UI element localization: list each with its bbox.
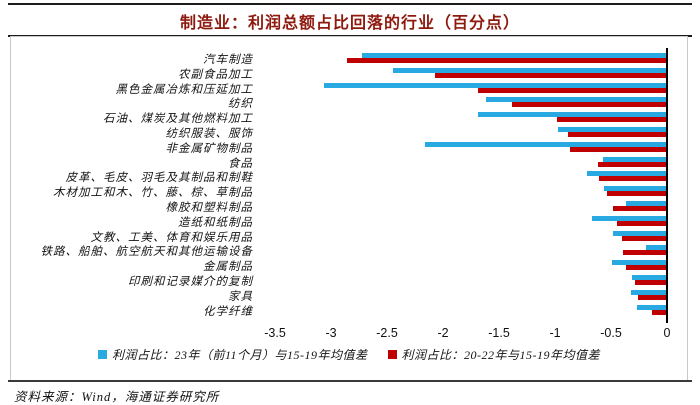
chart-row: 汽车制造 <box>11 53 687 68</box>
bar-2020-22-series <box>435 72 667 78</box>
bar-2020-22-series <box>606 191 667 197</box>
chart-area: 汽车制造农副食品加工黑色金属冶炼和压延加工纺织石油、煤炭及其他燃料加工纺织服装、… <box>10 36 688 382</box>
bar-2023-series <box>362 53 667 58</box>
chart-row: 皮革、毛皮、羽毛及其制品和制鞋 <box>11 171 687 186</box>
bar-2020-22-series <box>512 102 667 108</box>
bar-2020-22-series <box>346 58 667 63</box>
bar-2020-22-series <box>613 206 667 211</box>
chart-row: 造纸和纸制品 <box>11 215 687 231</box>
chart-row: 纺织 <box>11 97 687 112</box>
bar-2023-series <box>631 289 667 295</box>
bar-2023-series <box>477 112 667 118</box>
chart-row: 橡胶和塑料制品 <box>11 201 687 216</box>
category-label: 木材加工和木、竹、藤、棕、草制品 <box>53 187 253 200</box>
bar-2023-series <box>587 171 667 177</box>
bar-2023-series <box>625 201 667 206</box>
bar-2023-series <box>324 82 667 88</box>
chart-row: 文教、工美、体育和娱乐用品 <box>11 230 687 246</box>
legend-label: 利润占比：20-22年与15-19年均值差 <box>401 348 601 362</box>
bar-2023-series <box>603 156 667 162</box>
bar-2023-series <box>425 141 667 147</box>
legend-label: 利润占比：23年（前11个月）与15-19年均值差 <box>111 348 368 362</box>
x-tick-label: -2 <box>437 326 449 340</box>
chart-row: 家具 <box>11 289 687 305</box>
x-tick-label: -2.5 <box>376 326 398 340</box>
bar-2023-series <box>632 275 667 280</box>
bar-2020-22-series <box>634 280 667 285</box>
bar-2023-series <box>604 186 667 192</box>
bar-2023-series <box>392 67 667 73</box>
category-label: 非金属矿物制品 <box>165 142 253 155</box>
bar-2023-series <box>636 304 667 310</box>
chart-row: 石油、煤炭及其他燃料加工 <box>11 112 687 127</box>
bar-2020-22-series <box>622 235 667 241</box>
chart-row: 金属制品 <box>11 260 687 275</box>
category-label: 黑色金属冶炼和压延加工 <box>115 83 253 96</box>
category-label: 橡胶和塑料制品 <box>165 202 253 214</box>
bar-2020-22-series <box>597 161 667 167</box>
top-rule <box>8 3 692 5</box>
x-tick-label: 0 <box>663 326 671 340</box>
x-tick-label: -1.5 <box>488 326 510 340</box>
bar-2023-series <box>558 127 667 132</box>
category-label: 造纸和纸制品 <box>178 216 253 229</box>
legend-item-2023: 利润占比：23年（前11个月）与15-19年均值差 <box>97 346 368 363</box>
bar-2023-series <box>645 245 667 251</box>
x-axis: -3.5 -3 -2.5 -2 -1.5 -1 -0.5 0 <box>11 326 687 342</box>
bar-2020-22-series <box>569 146 667 152</box>
chart-row: 食品 <box>11 156 687 172</box>
bar-2020-22-series <box>637 294 667 300</box>
bar-2020-22-series <box>568 132 667 137</box>
legend-item-2020-22: 利润占比：20-22年与15-19年均值差 <box>387 346 601 363</box>
bar-2023-series <box>613 230 667 236</box>
legend-swatch-icon <box>97 350 107 359</box>
bar-2023-series <box>591 215 667 221</box>
chart-row: 铁路、船舶、航空航天和其他运输设备 <box>11 245 687 260</box>
bar-2023-series <box>485 97 667 103</box>
category-label: 铁路、船舶、航空航天和其他运输设备 <box>40 246 253 259</box>
category-label: 石油、煤炭及其他燃料加工 <box>103 113 253 126</box>
chart-row: 纺织服装、服饰 <box>11 127 687 142</box>
chart-row: 非金属矿物制品 <box>11 141 687 157</box>
bar-2023-series <box>612 260 667 266</box>
bar-2020-22-series <box>598 176 667 182</box>
x-tick-label: -1 <box>549 326 561 340</box>
chart-row: 农副食品加工 <box>11 67 687 83</box>
category-label: 文教、工美、体育和娱乐用品 <box>90 231 253 244</box>
category-label: 金属制品 <box>203 261 253 274</box>
x-tick-label: -0.5 <box>600 326 622 340</box>
chart-row: 木材加工和木、竹、藤、棕、草制品 <box>11 186 687 201</box>
chart-row: 化学纤维 <box>11 304 687 320</box>
chart-title: 制造业：利润总额占比回落的行业（百分点） <box>179 15 520 32</box>
category-label: 印刷和记录媒介的复制 <box>128 276 253 288</box>
x-tick-label: -3.5 <box>264 326 286 340</box>
category-label: 农副食品加工 <box>178 68 253 81</box>
legend: 利润占比：23年（前11个月）与15-19年均值差 利润占比：20-22年与15-… <box>11 346 687 363</box>
bar-2020-22-series <box>652 309 667 315</box>
chart-row: 黑色金属冶炼和压延加工 <box>11 82 687 98</box>
bar-2020-22-series <box>623 250 667 256</box>
bar-2020-22-series <box>557 117 667 123</box>
category-label: 纺织服装、服饰 <box>165 128 253 140</box>
chart-row: 印刷和记录媒介的复制 <box>11 275 687 290</box>
bottom-rule <box>8 380 692 382</box>
source-note: 资料来源：Wind，海通证券研究所 <box>14 390 220 404</box>
category-label: 食品 <box>228 157 253 170</box>
zero-axis-line <box>666 48 668 323</box>
category-label: 化学纤维 <box>203 305 253 318</box>
x-tick-label: -3 <box>325 326 337 340</box>
category-label: 家具 <box>228 290 253 303</box>
legend-swatch-icon <box>387 350 397 359</box>
bar-2020-22-series <box>625 265 667 271</box>
bar-2020-22-series <box>477 87 667 93</box>
category-label: 纺织 <box>228 98 253 111</box>
bar-2020-22-series <box>616 220 667 226</box>
category-label: 汽车制造 <box>203 54 253 66</box>
category-label: 皮革、毛皮、羽毛及其制品和制鞋 <box>65 172 253 185</box>
